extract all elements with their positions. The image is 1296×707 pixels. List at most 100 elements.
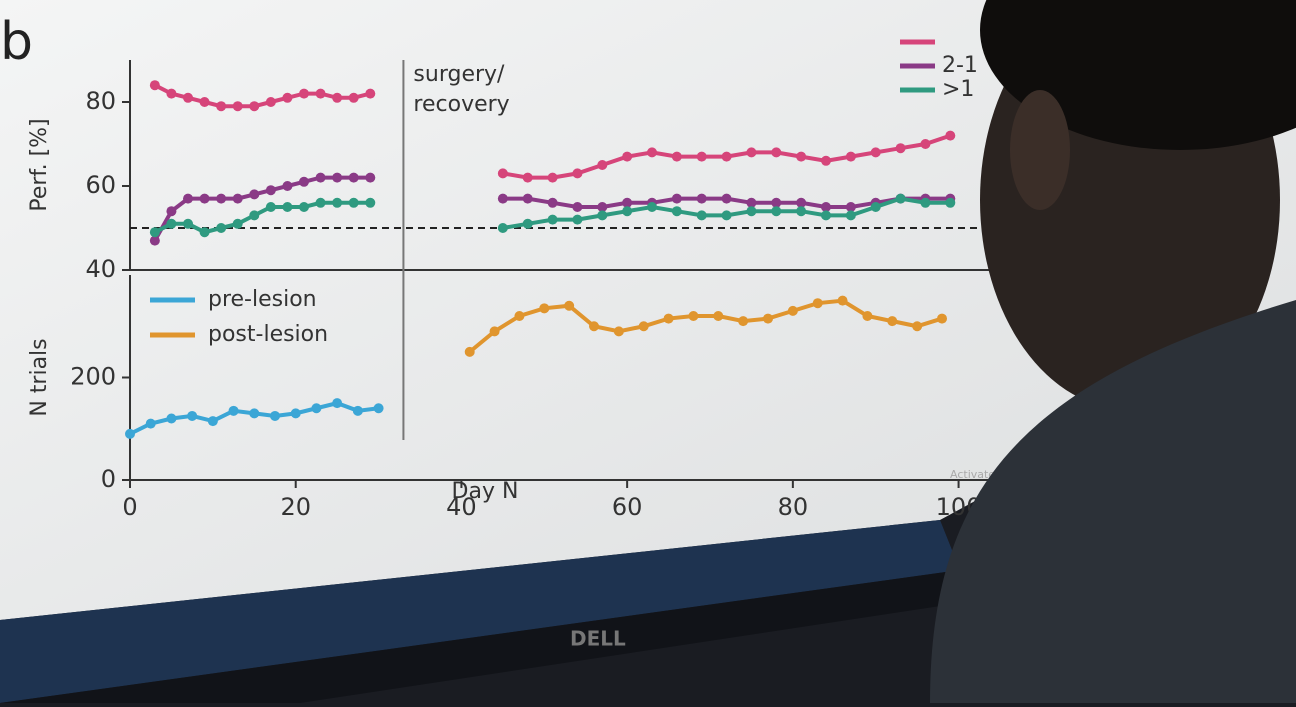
data-point [348, 92, 359, 103]
data-point [895, 143, 906, 154]
data-point [746, 206, 757, 217]
data-point [771, 206, 782, 217]
data-point [166, 88, 177, 99]
data-point [332, 92, 343, 103]
y-tick-label: 40 [85, 255, 116, 283]
data-point [763, 313, 773, 324]
data-point [522, 218, 533, 229]
data-point [365, 172, 376, 183]
data-point [187, 410, 198, 421]
data-point [497, 168, 508, 179]
data-point [771, 197, 782, 208]
data-point [721, 151, 732, 162]
y-tick-label: 200 [70, 363, 116, 391]
data-point [713, 311, 724, 321]
data-point [671, 151, 682, 162]
y-tick-label: 0 [101, 465, 116, 493]
data-point [216, 193, 227, 204]
data-point [688, 311, 699, 321]
legend-label: 2-1 [942, 53, 978, 78]
data-point [373, 403, 384, 414]
data-point [299, 176, 309, 187]
data-point [216, 223, 227, 233]
data-point [845, 202, 856, 212]
data-point [332, 197, 343, 208]
data-point [721, 193, 732, 204]
data-point [597, 210, 608, 221]
data-point [920, 139, 931, 149]
data-point [837, 295, 848, 306]
data-point [166, 413, 177, 424]
data-point [564, 300, 575, 311]
legend-label: >1 [942, 77, 974, 102]
data-point [183, 193, 193, 204]
data-point [290, 408, 301, 419]
data-point [671, 193, 682, 204]
data-point [497, 223, 508, 233]
y-tick-label: 80 [85, 87, 116, 115]
data-point [282, 181, 293, 191]
data-point [547, 172, 558, 183]
data-point [149, 80, 160, 91]
data-point [365, 197, 376, 208]
data-point [149, 235, 160, 246]
bezel [0, 570, 980, 703]
legend-label: post-lesion [208, 322, 328, 347]
data-point [920, 197, 931, 208]
data-point [647, 202, 657, 212]
data-point [937, 313, 947, 324]
data-point [812, 298, 823, 309]
data-point [945, 197, 956, 208]
data-point [299, 202, 309, 212]
data-point [166, 218, 177, 229]
screen [0, 0, 1296, 620]
data-point [572, 202, 583, 212]
data-point [663, 313, 674, 324]
y-tick-label: 60 [85, 171, 116, 199]
data-point [696, 210, 707, 221]
data-point [796, 151, 807, 162]
y-axis-label: Perf. [%] [27, 118, 52, 211]
data-point [149, 227, 160, 238]
data-point [522, 193, 533, 204]
data-point [265, 202, 276, 212]
data-point [265, 185, 276, 196]
data-point [365, 88, 376, 99]
data-point [299, 88, 309, 99]
person [930, 0, 1296, 703]
data-point [845, 151, 856, 162]
data-point [845, 210, 856, 221]
data-point [199, 97, 210, 107]
data-point [332, 172, 343, 183]
data-point [315, 172, 326, 183]
data-point [249, 189, 260, 200]
x-tick-label: 0 [122, 493, 137, 521]
data-point [315, 197, 326, 208]
data-point [912, 321, 923, 332]
data-point [547, 197, 558, 208]
ear [1010, 90, 1070, 210]
data-point [870, 147, 881, 158]
data-point [199, 193, 210, 204]
data-point [539, 303, 550, 314]
data-point [821, 155, 831, 166]
data-point [125, 428, 135, 439]
data-point [332, 398, 343, 409]
data-point [771, 147, 782, 158]
data-point [216, 101, 227, 112]
annotation: recovery [413, 92, 509, 117]
data-point [270, 410, 280, 421]
data-point [282, 92, 293, 103]
x-tick-label: 40 [446, 493, 477, 521]
data-point [547, 214, 558, 225]
data-point [228, 405, 239, 416]
data-point [183, 92, 193, 103]
data-point [249, 408, 260, 419]
data-point [145, 418, 156, 429]
data-point [746, 147, 757, 158]
brand-logo: DELL [570, 627, 626, 651]
data-point [522, 172, 533, 183]
data-point [787, 305, 798, 316]
